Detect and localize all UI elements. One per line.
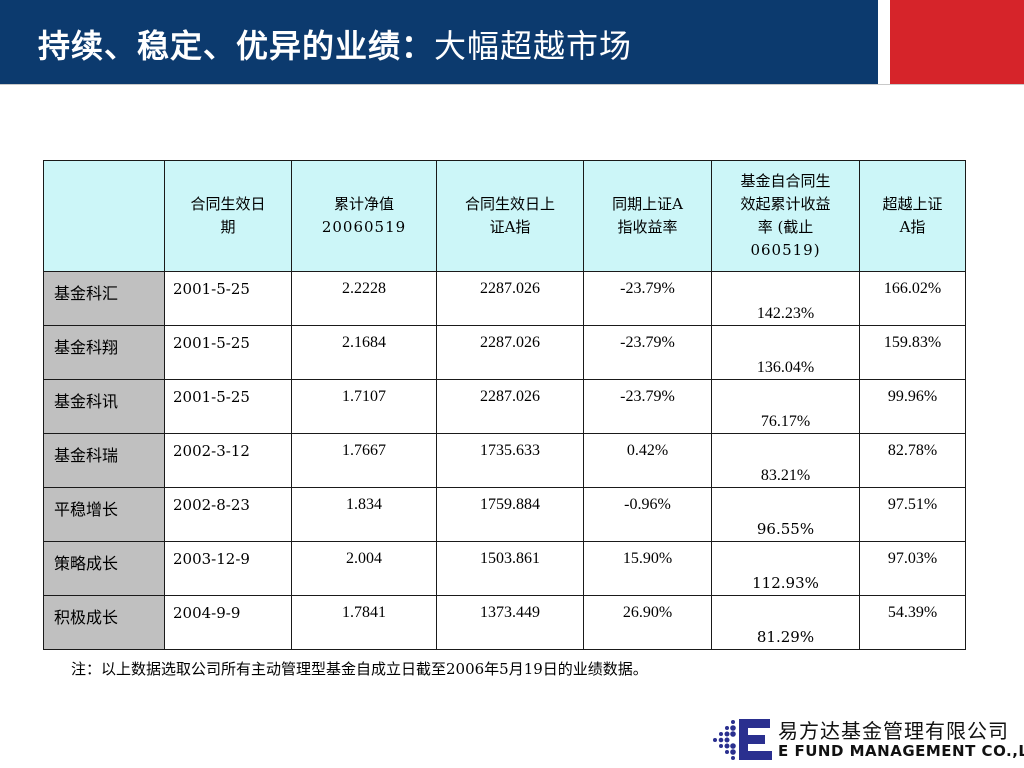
- column-header-line: 率 (截止: [757, 218, 814, 236]
- column-header-line: 基金自合同生: [740, 172, 831, 190]
- table-cell: 99.96%: [859, 379, 966, 434]
- fund-name-cell: 基金科汇: [43, 271, 165, 326]
- column-header-line: A指: [899, 218, 926, 236]
- column-header: 合同生效日期: [164, 160, 292, 272]
- table-cell: -23.79%: [583, 325, 712, 380]
- logo-english-name: E FUND MANAGEMENT CO.,LTD.: [778, 742, 1024, 760]
- fund-name-cell: 基金科翔: [43, 325, 165, 380]
- column-header-line: 060519): [750, 241, 821, 259]
- table-cell: 97.51%: [859, 487, 966, 542]
- performance-table: 合同生效日期 累计净值 20060519 合同生效日上 证A指 同期上证A 指收益率 基金自合…: [43, 160, 966, 650]
- column-header-line: 效起累计收益: [740, 195, 831, 213]
- cumulative-return-cell: 96.55%: [711, 487, 860, 542]
- fund-name-cell: 平稳增长: [43, 487, 165, 542]
- fund-name-cell: 积极成长: [43, 595, 165, 650]
- table-cell: 1735.633: [436, 433, 584, 488]
- effective-date-cell: 2001-5-25: [164, 271, 292, 326]
- table-cell: 1.7107: [291, 379, 437, 434]
- table-header-row: 合同生效日期 累计净值 20060519 合同生效日上 证A指 同期上证A 指收益率 基金自合…: [43, 160, 966, 272]
- column-header-line: 合同生效日: [190, 195, 266, 213]
- header-divider: [0, 84, 1024, 85]
- table-cell: 1.834: [291, 487, 437, 542]
- effective-date-cell: 2002-3-12: [164, 433, 292, 488]
- effective-date-cell: 2004-9-9: [164, 595, 292, 650]
- column-header: 超越上证 A指: [859, 160, 966, 272]
- table-cell: 26.90%: [583, 595, 712, 650]
- column-header-line: 超越上证: [882, 195, 943, 213]
- column-header-line: 累计净值: [333, 195, 394, 213]
- table-cell: 2287.026: [436, 325, 584, 380]
- column-header: 合同生效日上 证A指: [436, 160, 584, 272]
- slide-title: 持续、稳定、优异的业绩：大幅超越市场: [38, 26, 632, 66]
- cumulative-return-cell: 142.23%: [711, 271, 860, 326]
- column-header-line: 同期上证A: [612, 195, 683, 213]
- fund-name-cell: 基金科瑞: [43, 433, 165, 488]
- column-header-line: 证A指: [489, 218, 531, 236]
- slide-title-bold: 持续、稳定、优异的业绩：: [38, 27, 435, 65]
- column-header-line: 20060519: [321, 218, 407, 236]
- slide-title-regular: 大幅超越市场: [434, 27, 633, 65]
- table-cell: -23.79%: [583, 379, 712, 434]
- table-row: 积极成长 2004-9-9 1.7841 1373.449 26.90% 81.29% 54…: [43, 595, 966, 650]
- accent-red-block: [890, 0, 1024, 84]
- table-cell: 1503.861: [436, 541, 584, 596]
- cumulative-return-cell: 76.17%: [711, 379, 860, 434]
- cumulative-return-value: 96.55%: [756, 520, 815, 538]
- cumulative-return-cell: 83.21%: [711, 433, 860, 488]
- cumulative-return-cell: 136.04%: [711, 325, 860, 380]
- table-row: 基金科汇 2001-5-25 2.2228 2287.026 -23.79% 142.23…: [43, 271, 966, 326]
- table-cell: -23.79%: [583, 271, 712, 326]
- efund-logo-icon: [713, 719, 772, 760]
- effective-date-cell: 2001-5-25: [164, 325, 292, 380]
- table-cell: 54.39%: [859, 595, 966, 650]
- column-header: 累计净值 20060519: [291, 160, 437, 272]
- table-cell: 159.83%: [859, 325, 966, 380]
- cumulative-return-value: 112.93%: [752, 574, 819, 592]
- title-bar: 持续、稳定、优异的业绩：大幅超越市场: [0, 0, 878, 84]
- cumulative-return-value: 76.17%: [760, 413, 811, 430]
- footnote: 注：以上数据选取公司所有主动管理型基金自成立日截至2006年5月19日的业绩数据…: [71, 660, 648, 678]
- table-row: 策略成长 2003-12-9 2.004 1503.861 15.90% 112.93% 9…: [43, 541, 966, 596]
- cumulative-return-value: 83.21%: [760, 467, 811, 484]
- table-cell: 2287.026: [436, 271, 584, 326]
- table-cell: 2.2228: [291, 271, 437, 326]
- table-cell: 82.78%: [859, 433, 966, 488]
- column-header: 同期上证A 指收益率: [583, 160, 712, 272]
- table-cell: 15.90%: [583, 541, 712, 596]
- table-cell: 2.004: [291, 541, 437, 596]
- table-row: 基金科讯 2001-5-25 1.7107 2287.026 -23.79% 76.17%…: [43, 379, 966, 434]
- column-header-line: 指收益率: [617, 218, 678, 236]
- table-cell: 97.03%: [859, 541, 966, 596]
- table-cell: 1373.449: [436, 595, 584, 650]
- cumulative-return-value: 136.04%: [756, 359, 815, 376]
- table-row: 基金科瑞 2002-3-12 1.7667 1735.633 0.42% 83.21% 82…: [43, 433, 966, 488]
- company-logo: 易方达基金管理有限公司 E FUND MANAGEMENT CO.,LTD.: [712, 713, 1024, 765]
- title-gap: [878, 0, 890, 84]
- table-cell: 0.42%: [583, 433, 712, 488]
- cumulative-return-cell: 112.93%: [711, 541, 860, 596]
- column-header-line: 合同生效日上: [464, 195, 555, 213]
- table-cell: 2.1684: [291, 325, 437, 380]
- table-cell: 166.02%: [859, 271, 966, 326]
- table-cell: 1.7841: [291, 595, 437, 650]
- table-cell: 1759.884: [436, 487, 584, 542]
- cumulative-return-value: 142.23%: [756, 305, 815, 322]
- table-row: 平稳增长 2002-8-23 1.834 1759.884 -0.96% 96.55% 97…: [43, 487, 966, 542]
- fund-name-cell: 基金科讯: [43, 379, 165, 434]
- header-corner-cell: [43, 160, 165, 272]
- column-header: 基金自合同生 效起累计收益率 (截止 060519): [711, 160, 860, 272]
- table-cell: -0.96%: [583, 487, 712, 542]
- cumulative-return-value: 81.29%: [756, 628, 815, 646]
- fund-name-cell: 策略成长: [43, 541, 165, 596]
- effective-date-cell: 2002-8-23: [164, 487, 292, 542]
- effective-date-cell: 2003-12-9: [164, 541, 292, 596]
- table-cell: 2287.026: [436, 379, 584, 434]
- logo-chinese-name: 易方达基金管理有限公司: [778, 719, 1009, 743]
- column-header-line: 期: [220, 218, 236, 236]
- table-row: 基金科翔 2001-5-25 2.1684 2287.026 -23.79% 136.04…: [43, 325, 966, 380]
- cumulative-return-cell: 81.29%: [711, 595, 860, 650]
- table-cell: 1.7667: [291, 433, 437, 488]
- effective-date-cell: 2001-5-25: [164, 379, 292, 434]
